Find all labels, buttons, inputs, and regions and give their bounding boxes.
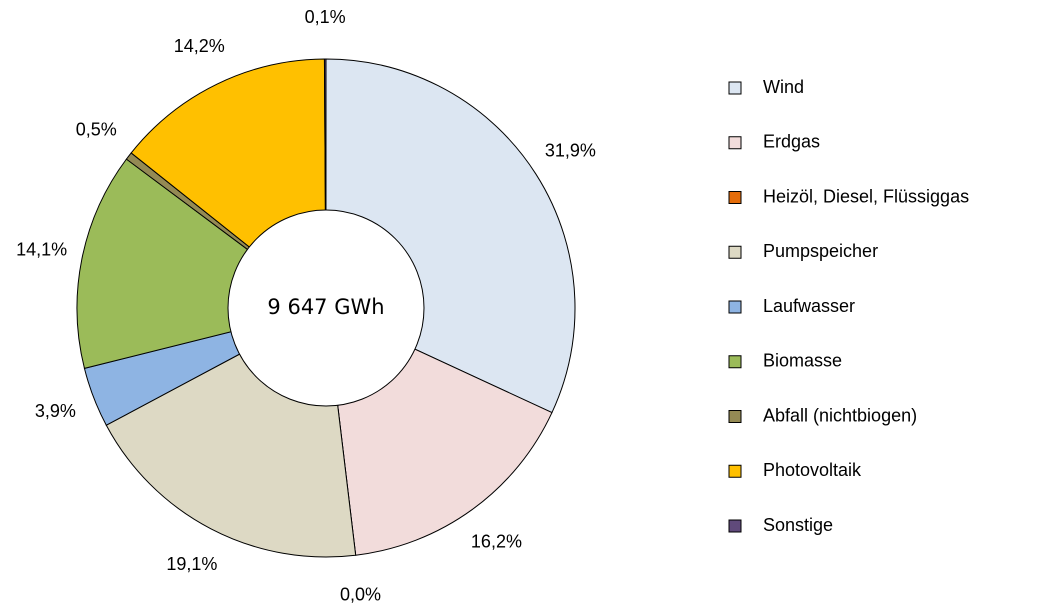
legend-label: Laufwasser <box>763 296 855 316</box>
legend-label: Biomasse <box>763 351 842 371</box>
legend-label: Photovoltaik <box>763 460 862 480</box>
donut-hole <box>227 209 425 407</box>
data-label: 14,1% <box>16 240 67 260</box>
data-label: 31,9% <box>545 141 596 161</box>
legend-swatch <box>728 81 742 95</box>
legend-swatch <box>728 410 742 423</box>
data-label: 0,0% <box>340 585 381 605</box>
legend-swatch <box>728 191 742 204</box>
legend-label: Pumpspeicher <box>763 241 878 261</box>
legend-label: Sonstige <box>763 515 833 535</box>
data-label: 3,9% <box>35 401 76 421</box>
legend-swatch <box>728 519 742 533</box>
legend-label: Wind <box>763 77 804 97</box>
data-label: 0,5% <box>76 120 117 140</box>
legend-label: Abfall (nichtbiogen) <box>763 405 917 425</box>
slice <box>323 58 327 309</box>
data-label: 14,2% <box>174 36 225 56</box>
legend-swatch <box>728 355 742 369</box>
data-label: 0,1% <box>305 7 346 27</box>
legend-label: Heizöl, Diesel, Flüssiggas <box>763 186 969 206</box>
data-label: 19,1% <box>166 554 217 574</box>
legend-swatch <box>728 245 742 259</box>
legend-label: Erdgas <box>763 132 820 152</box>
data-label: 16,2% <box>471 531 522 551</box>
legend-swatch <box>728 136 742 150</box>
center-label: 9 647 GWh <box>267 295 384 319</box>
legend-swatch <box>728 300 742 314</box>
legend-swatch <box>728 464 742 478</box>
